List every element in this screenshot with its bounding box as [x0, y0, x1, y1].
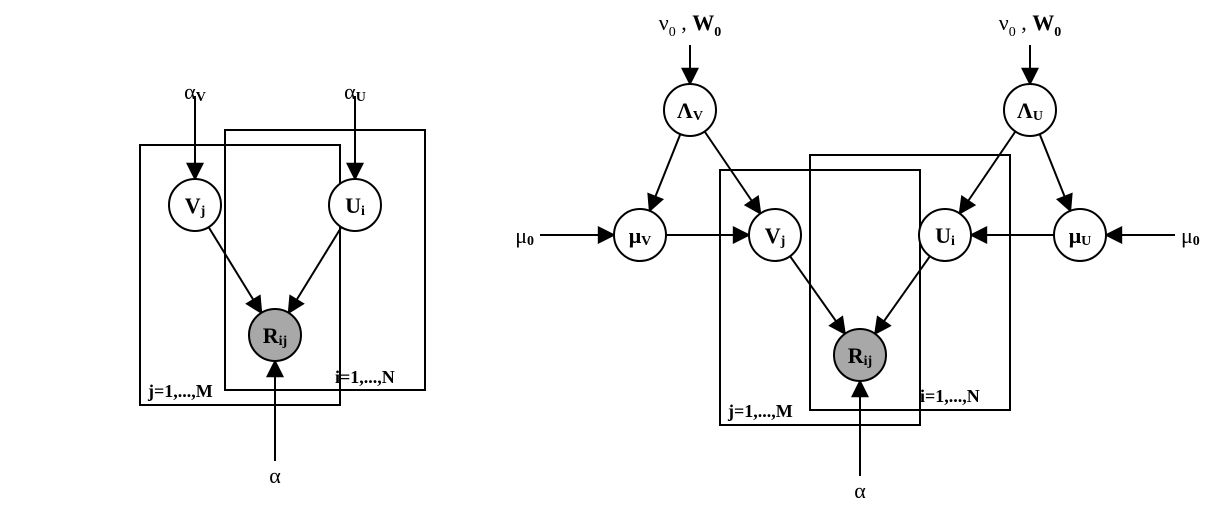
right-node-Rij: Rij — [834, 329, 886, 381]
right-edge-4 — [1040, 134, 1071, 211]
right-hyper-nuW_R: ν0 , W0 — [999, 10, 1061, 40]
left-edge-3 — [289, 227, 342, 313]
left-edge-2 — [209, 227, 262, 313]
right-node-LambdaU: ΛU — [1004, 84, 1056, 136]
right-node-Ui: Ui — [919, 209, 971, 261]
diagram-svg: j=1,...,M i=1,...,N αV αU Vj Ui Rij α j=1,...,M i… — [0, 0, 1216, 510]
right-node-muU: μU — [1054, 209, 1106, 261]
left-alpha: α — [269, 463, 281, 488]
right-hyper-mu0_R: μ0 — [1181, 223, 1200, 249]
right-edge-3 — [705, 132, 761, 214]
right-hyper-nuW_L: ν0 , W0 — [659, 10, 721, 40]
left-plate-j — [140, 145, 340, 405]
left-plate-j-label: j=1,...,M — [147, 381, 213, 401]
right-plate-j-label: j=1,...,M — [727, 401, 793, 421]
right-hyper-mu0_L: μ0 — [515, 223, 534, 249]
left-hyper-alphaV: αV — [184, 79, 206, 105]
left-hyper-alphaU: αU — [344, 79, 366, 105]
right-edge-5 — [960, 132, 1016, 214]
left-node-Rij: Rij — [249, 309, 301, 361]
left-node-Ui: Ui — [329, 179, 381, 231]
right-edge-2 — [650, 134, 681, 211]
right-plate-i-label: i=1,...,N — [920, 386, 980, 406]
left-plate-i-label: i=1,...,N — [335, 367, 395, 387]
right-node-Vj: Vj — [749, 209, 801, 261]
right-edge-11 — [875, 256, 930, 334]
left-node-Vj: Vj — [169, 179, 221, 231]
right-edge-10 — [790, 256, 845, 334]
right-node-muV: μV — [614, 209, 666, 261]
right-alpha: α — [854, 478, 866, 503]
right-node-LambdaV: ΛV — [664, 84, 716, 136]
